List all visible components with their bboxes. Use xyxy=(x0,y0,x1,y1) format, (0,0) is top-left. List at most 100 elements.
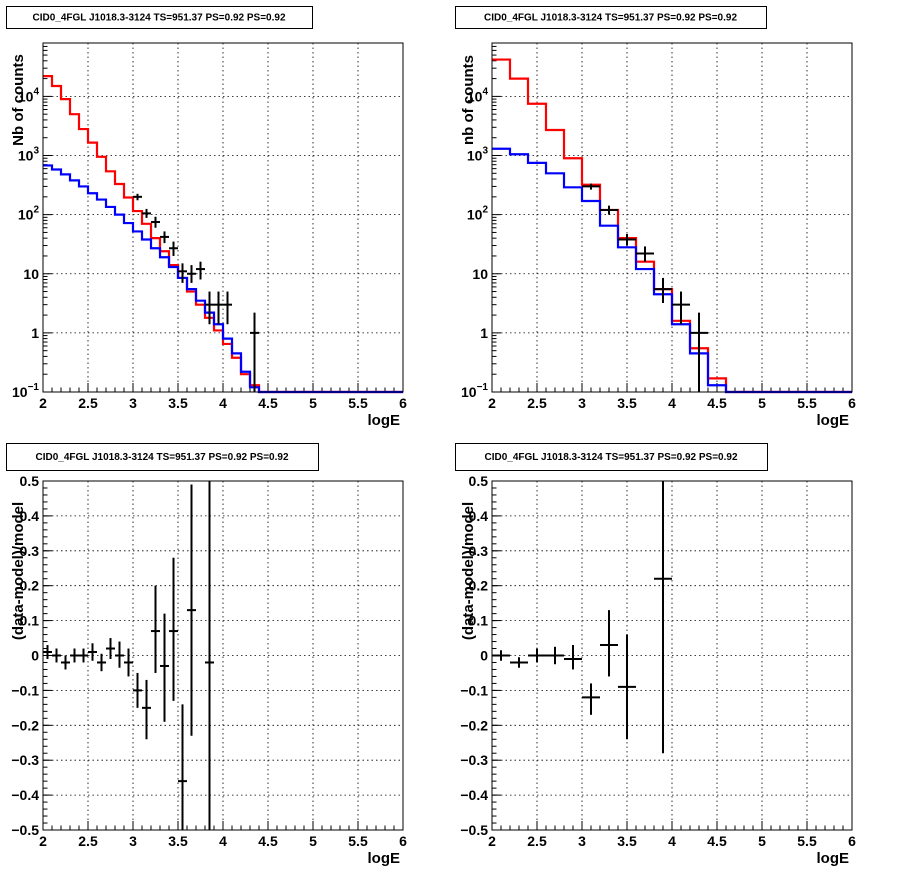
x-tick-label: 2.5 xyxy=(78,833,98,849)
data-point xyxy=(43,645,52,659)
y-tick-label: 1 xyxy=(480,325,488,341)
y-axis-label: nb of counts xyxy=(460,55,477,145)
data-point xyxy=(214,291,223,325)
x-tick-label: 4 xyxy=(219,833,227,849)
x-tick-label: 4.5 xyxy=(258,395,278,411)
x-tick-label: 5.5 xyxy=(797,395,817,411)
data-point xyxy=(618,234,636,246)
chart-panel-2: CID0_4FGL J1018.3-3124 TS=951.37 PS=0.92… xyxy=(455,6,856,429)
model-source-histogram xyxy=(492,147,852,394)
data-point xyxy=(70,648,79,663)
data-point xyxy=(61,655,70,670)
data-point xyxy=(528,648,546,663)
y-tick-label: −0.4 xyxy=(11,787,39,803)
x-tick-label: 5 xyxy=(309,395,317,411)
x-tick-label: 3 xyxy=(578,395,586,411)
chart-title-box xyxy=(6,6,313,29)
data-point xyxy=(133,672,142,708)
x-tick-label: 4 xyxy=(668,833,676,849)
data-point xyxy=(124,648,133,677)
x-tick-label: 2.5 xyxy=(527,395,547,411)
data-point xyxy=(690,312,708,392)
x-tick-label: 2 xyxy=(488,395,496,411)
y-tick-label: 104 xyxy=(18,86,40,104)
y-tick-label: 10−1 xyxy=(461,382,488,400)
data-point xyxy=(178,704,187,830)
y-tick-label: 0.4 xyxy=(469,508,489,524)
data-point xyxy=(187,484,196,736)
chart-title-box xyxy=(6,443,319,471)
x-tick-label: 5.5 xyxy=(797,833,817,849)
plot-frame xyxy=(491,480,853,831)
plot-frame xyxy=(491,42,853,393)
y-axis-label: (data-model)/model xyxy=(460,502,477,640)
y-tick-label: 0.2 xyxy=(469,578,489,594)
chart-panel-4: CID0_4FGL J1018.3-3124 TS=951.37 PS=0.92… xyxy=(455,443,856,867)
data-point xyxy=(97,653,106,672)
data-point xyxy=(88,643,97,661)
x-axis-label: logE xyxy=(817,850,850,867)
data-point xyxy=(79,648,88,663)
data-point xyxy=(160,613,169,722)
data-point xyxy=(223,291,232,325)
x-tick-label: 2.5 xyxy=(78,395,98,411)
y-axis-label: (data-model)/model xyxy=(10,502,27,640)
data-point xyxy=(636,246,654,262)
y-tick-label: 104 xyxy=(467,86,489,104)
y-tick-label: 0 xyxy=(31,648,39,664)
chart-panel-1: CID0_4FGL J1018.3-3124 TS=951.37 PS=0.92… xyxy=(6,6,407,429)
y-tick-label: 102 xyxy=(18,205,40,223)
y-tick-label: −0.2 xyxy=(11,717,39,733)
data-point xyxy=(582,183,600,190)
data-point xyxy=(151,216,160,228)
x-tick-label: 4.5 xyxy=(258,833,278,849)
data-point xyxy=(106,638,115,659)
y-tick-label: 0.1 xyxy=(469,613,489,629)
data-point xyxy=(672,291,690,325)
data-point xyxy=(546,646,564,665)
x-tick-label: 6 xyxy=(848,395,856,411)
x-tick-label: 6 xyxy=(399,395,407,411)
data-point xyxy=(142,208,151,218)
x-tick-label: 3 xyxy=(578,833,586,849)
data-point xyxy=(169,241,178,256)
data-point xyxy=(618,634,636,740)
x-tick-label: 4 xyxy=(219,395,227,411)
data-point xyxy=(205,481,214,830)
x-tick-label: 2 xyxy=(39,833,47,849)
y-tick-label: −0.1 xyxy=(460,682,488,698)
data-point xyxy=(600,610,618,677)
x-tick-label: 3 xyxy=(129,395,137,411)
x-tick-label: 3.5 xyxy=(617,833,637,849)
y-tick-label: 0 xyxy=(480,648,488,664)
y-tick-label: 102 xyxy=(467,205,489,223)
data-point xyxy=(115,641,124,668)
y-tick-label: 0.4 xyxy=(20,508,40,524)
x-axis-label: logE xyxy=(817,412,850,429)
plot-frame xyxy=(42,42,404,393)
x-tick-label: 4.5 xyxy=(707,833,727,849)
data-point xyxy=(654,277,672,304)
y-tick-label: −0.5 xyxy=(11,822,39,838)
data-point xyxy=(205,291,214,325)
data-point xyxy=(564,645,582,670)
y-tick-label: −0.2 xyxy=(460,717,488,733)
data-point xyxy=(52,648,61,663)
data-point xyxy=(492,650,510,661)
model-total-histogram xyxy=(492,58,852,394)
y-tick-label: −0.5 xyxy=(460,822,488,838)
y-tick-label: −0.1 xyxy=(11,682,39,698)
y-tick-label: 103 xyxy=(18,146,40,164)
data-point xyxy=(600,205,618,215)
x-tick-label: 3 xyxy=(129,833,137,849)
x-tick-label: 5.5 xyxy=(348,395,368,411)
x-tick-label: 5.5 xyxy=(348,833,368,849)
x-tick-label: 5 xyxy=(758,395,766,411)
chart-title-box xyxy=(455,6,767,29)
y-tick-label: 0.3 xyxy=(20,543,40,559)
data-point xyxy=(142,679,151,740)
x-axis-label: logE xyxy=(368,850,401,867)
y-tick-label: −0.3 xyxy=(460,752,488,768)
x-tick-label: 2.5 xyxy=(527,833,547,849)
x-tick-label: 3.5 xyxy=(168,395,188,411)
